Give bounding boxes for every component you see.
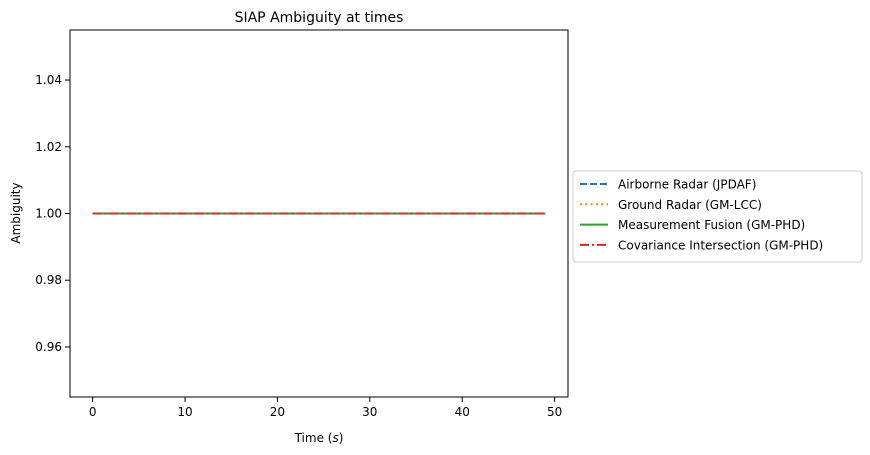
y-axis-ticks: 0.96 0.98 1.00 1.02 1.04 [35, 73, 70, 354]
y-axis-label: Ambiguity [9, 182, 23, 243]
y-tick-label: 1.04 [35, 73, 62, 87]
chart-title: SIAP Ambiguity at times [235, 10, 404, 26]
x-tick-label: 10 [177, 405, 192, 419]
x-tick-label: 20 [270, 405, 285, 419]
x-tick-label: 40 [455, 405, 470, 419]
y-tick-label: 1.02 [35, 140, 62, 154]
y-tick-label: 0.96 [35, 340, 62, 354]
x-axis-ticks: 0 10 20 30 40 50 [89, 397, 562, 419]
legend-label: Measurement Fusion (GM-PHD) [618, 218, 805, 232]
y-tick-label: 0.98 [35, 273, 62, 287]
legend-label: Ground Radar (GM-LCC) [618, 198, 762, 212]
legend-label: Covariance Intersection (GM-PHD) [618, 238, 823, 252]
x-axis-label: Time (s) [294, 431, 344, 445]
x-tick-label: 30 [362, 405, 377, 419]
y-tick-label: 1.00 [35, 207, 62, 221]
x-tick-label: 0 [89, 405, 97, 419]
legend-frame [572, 170, 863, 263]
legend-label: Airborne Radar (JPDAF) [618, 178, 756, 192]
legend: Airborne Radar (JPDAF) Ground Radar (GM-L… [572, 170, 863, 263]
x-tick-label: 50 [547, 405, 562, 419]
